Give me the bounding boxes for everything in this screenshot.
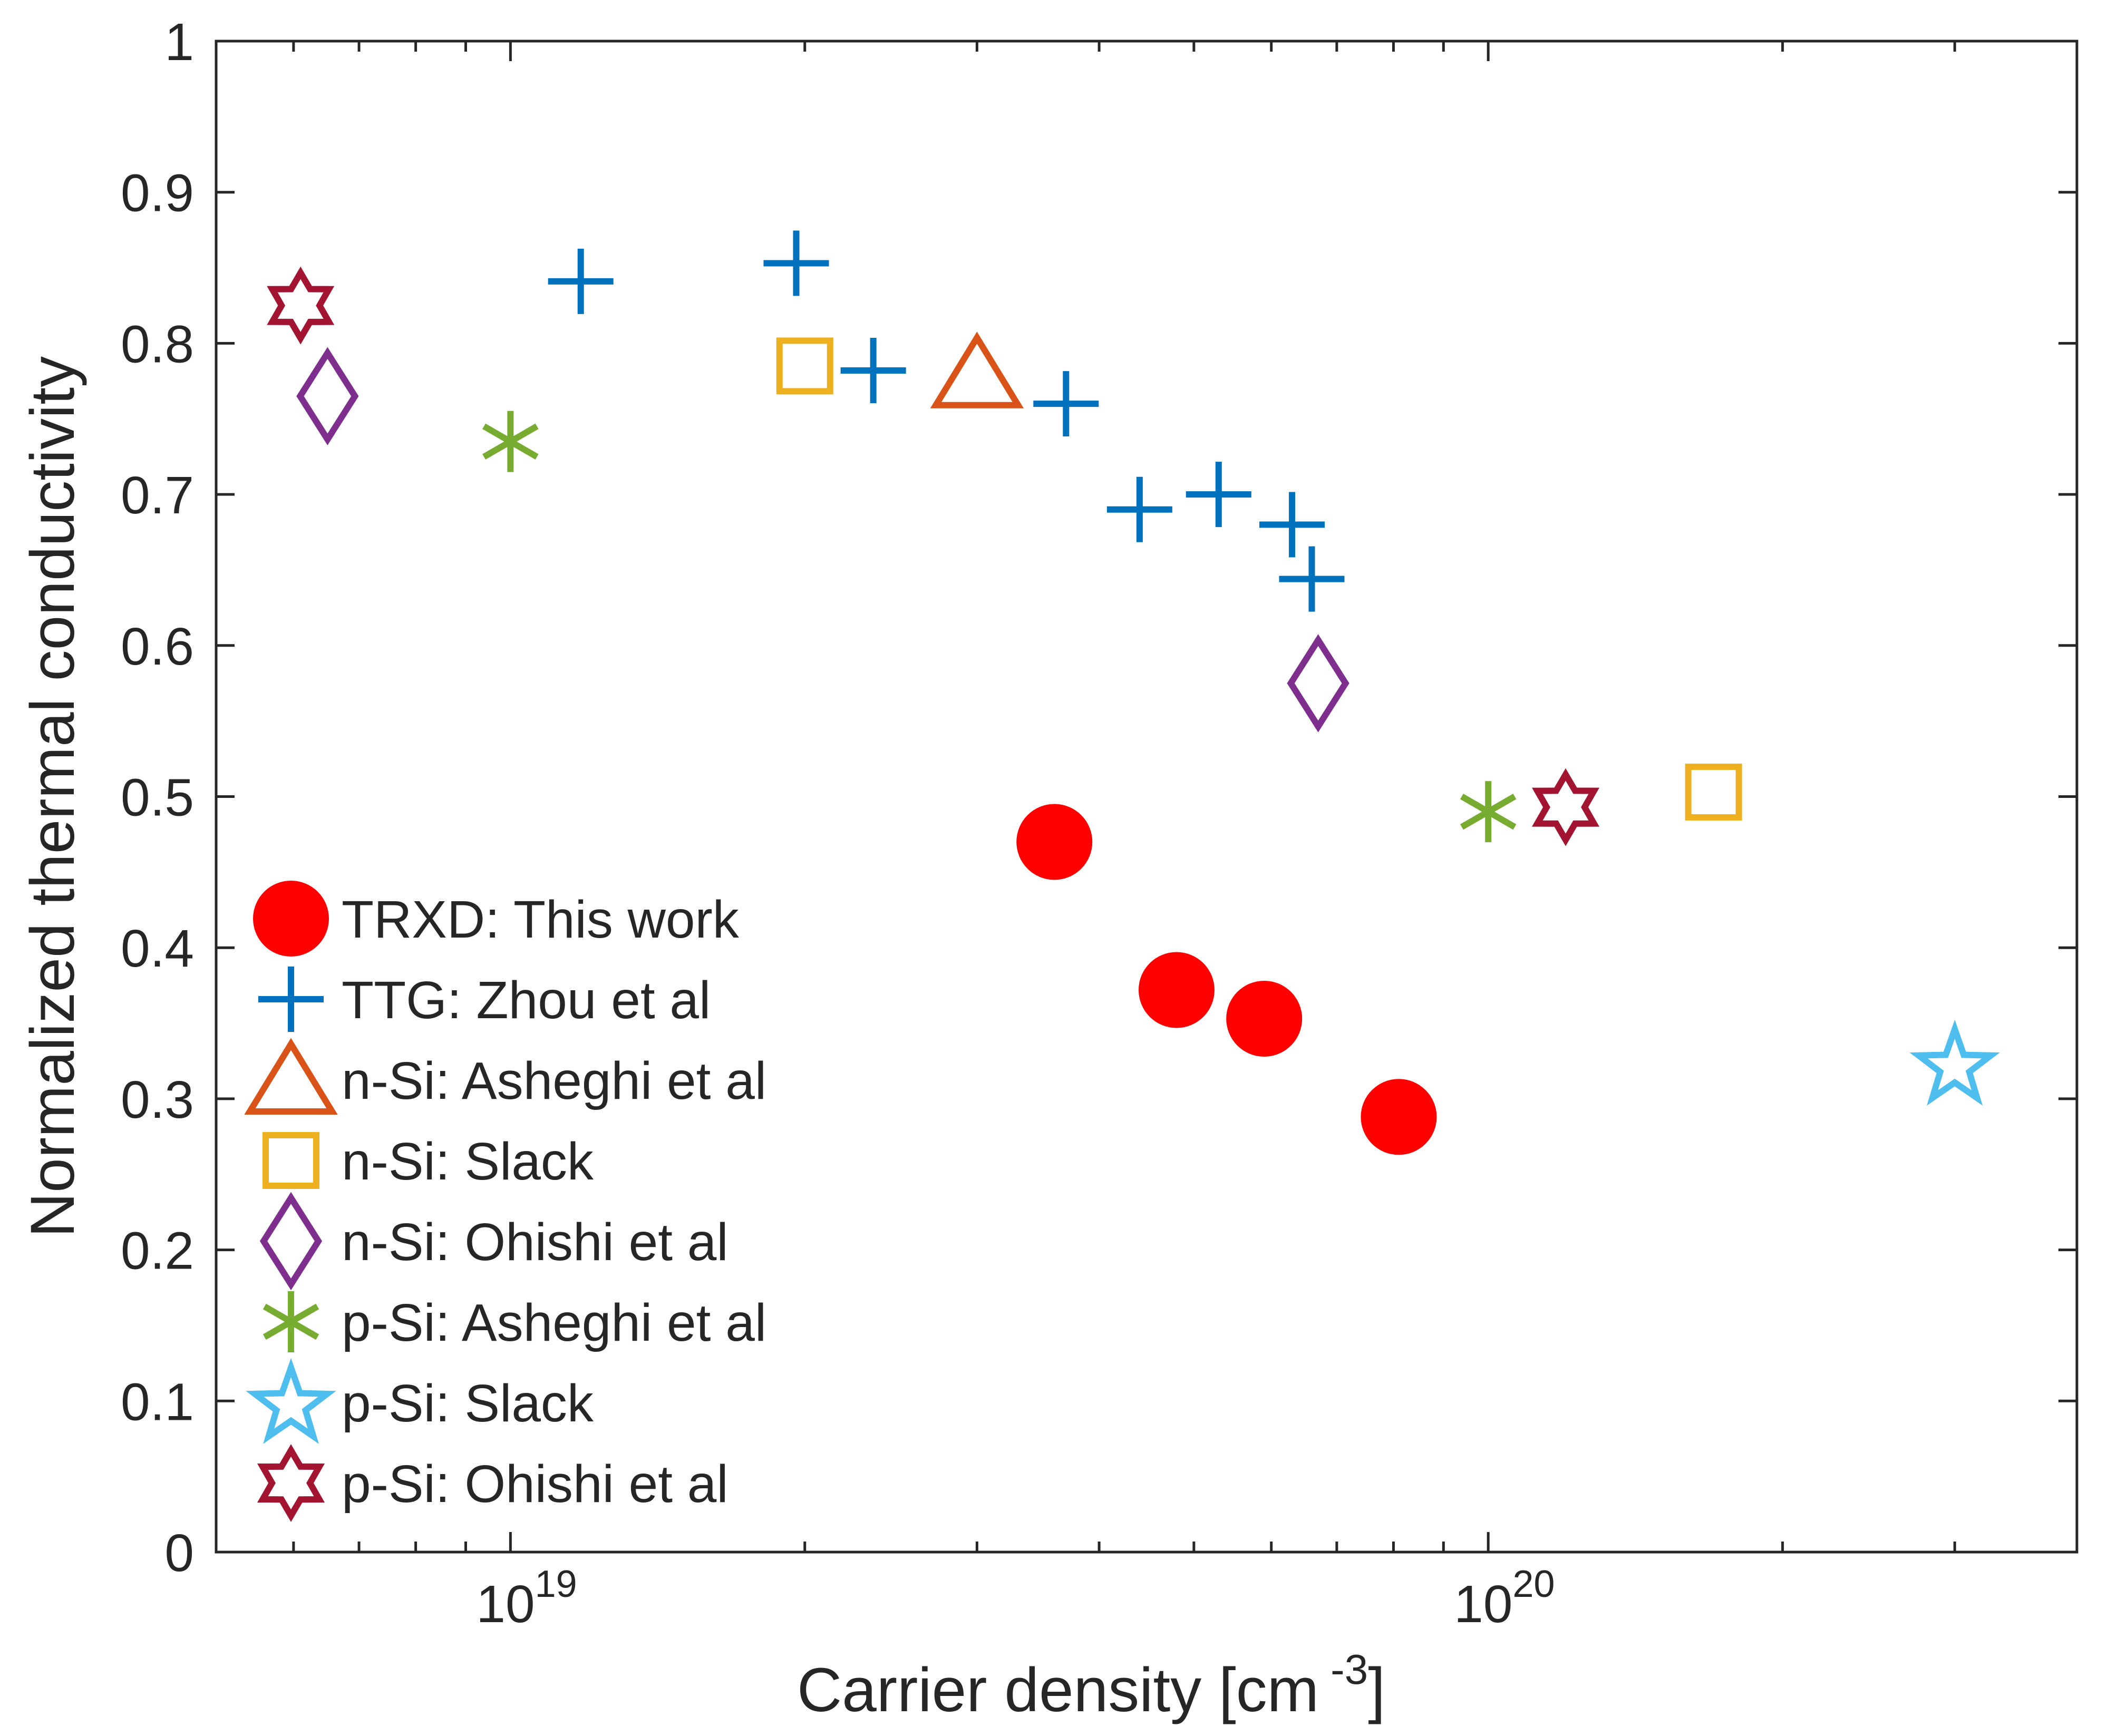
y-axis-title: Normalized thermal conductivity: [18, 356, 88, 1237]
x-tick-exponent: 20: [1512, 1563, 1555, 1605]
data-point-plus-4: [1106, 476, 1172, 542]
legend-marker-pentagram: [246, 1358, 336, 1444]
y-tick-labels: 0 0.1 0.2 0.3 0.4 0.5 0.6 0.7 0.8 0.9 1: [121, 13, 194, 1583]
plot-area: [216, 41, 2077, 1552]
legend-marker-triangle: [244, 1038, 338, 1115]
plot-frame: [215, 40, 2078, 1554]
data-point-plus-0: [548, 248, 614, 314]
data-point-asterisk-0: [482, 411, 539, 472]
data-point-asterisk-1: [1460, 781, 1517, 843]
data-point-plus-6: [1259, 492, 1325, 558]
data-point-plus-7: [1279, 546, 1345, 612]
y-tick-label: 0.6: [121, 617, 194, 676]
legend-label: n-Si: Ohishi et al: [342, 1213, 728, 1272]
x-axis-title: Carrier density [cm -3]: [797, 1646, 1385, 1725]
x-tick-label: 1020: [1454, 1563, 1555, 1634]
data-point-square-0: [776, 337, 833, 395]
legend-label: TRXD: This work: [342, 890, 740, 949]
y-tick-label: 0.2: [121, 1222, 194, 1281]
data-point-filled-circle-0: [1016, 804, 1093, 880]
data-point-plus-5: [1186, 462, 1251, 528]
data-point-pentagram-0: [1909, 1019, 2000, 1106]
legend-marker-asterisk: [263, 1291, 319, 1352]
legend-label: n-Si: Slack: [342, 1132, 594, 1191]
data-point-hexagram-1: [1532, 768, 1600, 846]
legend-label: n-Si: Asheghi et al: [342, 1051, 766, 1110]
x-tick-base: 10: [476, 1575, 535, 1634]
legend-label: p-Si: Slack: [342, 1374, 594, 1433]
y-tick-label: 0.5: [121, 768, 194, 827]
legend-marker-hexagram: [257, 1444, 325, 1522]
data-points: [267, 230, 2000, 1155]
legend: TRXD: This work TTG: Zhou et al n-Si: Ashe…: [244, 881, 766, 1522]
data-point-square-1: [1685, 763, 1742, 821]
y-tick-label: 0.3: [121, 1070, 194, 1129]
legend-marker-diamond: [259, 1192, 323, 1291]
y-tick-label: 0.7: [121, 466, 194, 525]
y-tick-label: 0.8: [121, 315, 194, 374]
y-tick-label: 0.4: [121, 919, 194, 978]
x-tick-label: 1019: [476, 1563, 577, 1634]
data-point-filled-circle-3: [1361, 1079, 1437, 1155]
data-point-diamond-1: [1287, 634, 1349, 733]
y-tick-label: 1: [164, 13, 194, 72]
x-axis-title-exponent: -3: [1330, 1646, 1368, 1693]
data-point-plus-1: [763, 230, 829, 296]
y-tick-label: 0.1: [121, 1372, 194, 1431]
data-point-filled-circle-2: [1226, 980, 1303, 1057]
data-point-filled-circle-1: [1138, 952, 1215, 1028]
x-axis-title-close: ]: [1368, 1655, 1385, 1725]
data-point-plus-2: [840, 338, 906, 404]
x-tick-labels: 1019 1020: [476, 1563, 1555, 1634]
legend-marker-plus: [258, 967, 324, 1032]
legend-marker-filled-circle: [253, 881, 329, 957]
y-tick-label: 0: [164, 1524, 194, 1583]
legend-label: p-Si: Ohishi et al: [342, 1455, 728, 1514]
legend-label: p-Si: Asheghi et al: [342, 1293, 766, 1352]
data-point-plus-3: [1033, 371, 1099, 437]
data-point-hexagram-0: [267, 266, 335, 345]
x-tick-exponent: 19: [535, 1563, 577, 1605]
x-tick-base: 10: [1454, 1575, 1512, 1634]
data-point-triangle-0: [930, 331, 1024, 408]
x-axis-title-main: Carrier density [cm: [797, 1655, 1319, 1725]
legend-label: TTG: Zhou et al: [342, 971, 711, 1030]
legend-marker-square: [263, 1132, 319, 1189]
y-tick-label: 0.9: [121, 164, 194, 223]
data-point-diamond-0: [296, 347, 359, 445]
